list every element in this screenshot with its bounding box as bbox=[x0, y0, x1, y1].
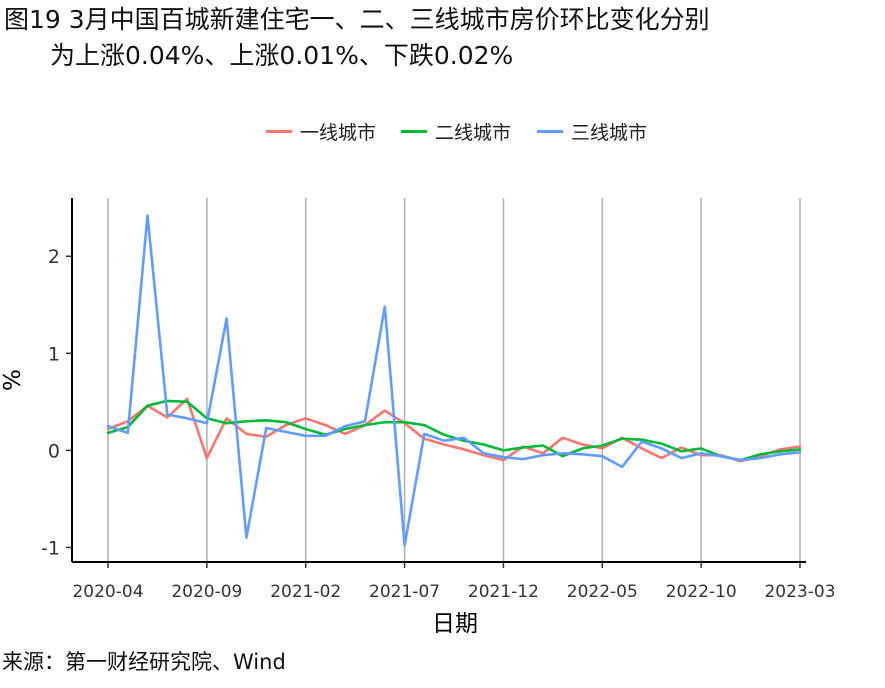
x-tick-label-2020-09: 2020-09 bbox=[171, 582, 242, 602]
chart-legend: 一线城市 二线城市 三线城市 bbox=[0, 116, 885, 146]
legend-item-2: 二线城市 bbox=[401, 116, 511, 146]
y-axis-title: % bbox=[0, 369, 26, 391]
chart-title-line1: 图19 3月中国百城新建住宅一、二、三线城市房价环比变化分别 bbox=[4, 5, 710, 34]
x-tick-label-2022-10: 2022-10 bbox=[666, 582, 737, 602]
x-tick-label-2021-02: 2021-02 bbox=[270, 582, 341, 602]
legend-item-3: 三线城市 bbox=[537, 116, 647, 146]
series-line-3 bbox=[106, 214, 802, 547]
legend-label-2: 二线城市 bbox=[435, 121, 512, 144]
legend-label-3: 三线城市 bbox=[571, 121, 648, 144]
x-tick-label-2022-05: 2022-05 bbox=[567, 582, 638, 602]
legend-label-1: 一线城市 bbox=[300, 121, 377, 144]
x-axis-title: 日期 bbox=[432, 611, 478, 637]
source-note: 来源：第一财经研究院、Wind bbox=[2, 650, 286, 674]
legend-swatch-2 bbox=[401, 129, 427, 133]
legend-swatch-3 bbox=[537, 129, 563, 133]
series-line-1 bbox=[106, 397, 802, 463]
legend-swatch-1 bbox=[266, 129, 292, 133]
series-line-2 bbox=[106, 399, 802, 462]
x-tick-label-2021-07: 2021-07 bbox=[369, 582, 440, 602]
chart-title-line2: 为上涨0.04%、上涨0.01%、下跌0.02% bbox=[50, 41, 514, 70]
y-tick-label-0: 0 bbox=[48, 440, 60, 462]
y-tick-label-1: 1 bbox=[48, 343, 60, 365]
legend-item-1: 一线城市 bbox=[266, 116, 376, 146]
y-tick-label--1: -1 bbox=[41, 537, 60, 559]
x-tick-label-2023-03: 2023-03 bbox=[764, 582, 835, 602]
chart-title: 图19 3月中国百城新建住宅一、二、三线城市房价环比变化分别 为上涨0.04%、… bbox=[4, 2, 874, 74]
x-tick-label-2020-04: 2020-04 bbox=[72, 582, 143, 602]
y-tick-label-2: 2 bbox=[48, 246, 60, 268]
x-tick-label-2021-12: 2021-12 bbox=[468, 582, 539, 602]
